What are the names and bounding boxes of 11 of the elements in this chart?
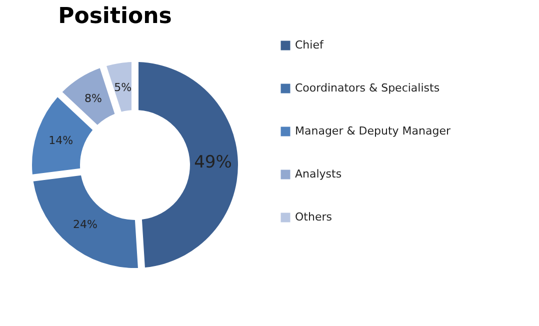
chart-title: Positions xyxy=(58,4,172,29)
data-label: 24% xyxy=(73,218,98,232)
data-label: 14% xyxy=(48,134,74,147)
legend-label: Coordinators & Specialists xyxy=(295,82,440,94)
data-label: 5% xyxy=(114,80,132,94)
legend-label: Manager & Deputy Manager xyxy=(295,124,451,138)
data-label: 49% xyxy=(194,152,232,173)
legend-label: Others xyxy=(295,210,332,224)
data-label: 8% xyxy=(84,92,102,106)
legend-label: Analysts xyxy=(295,168,342,180)
legend-label: Chief xyxy=(295,38,324,52)
